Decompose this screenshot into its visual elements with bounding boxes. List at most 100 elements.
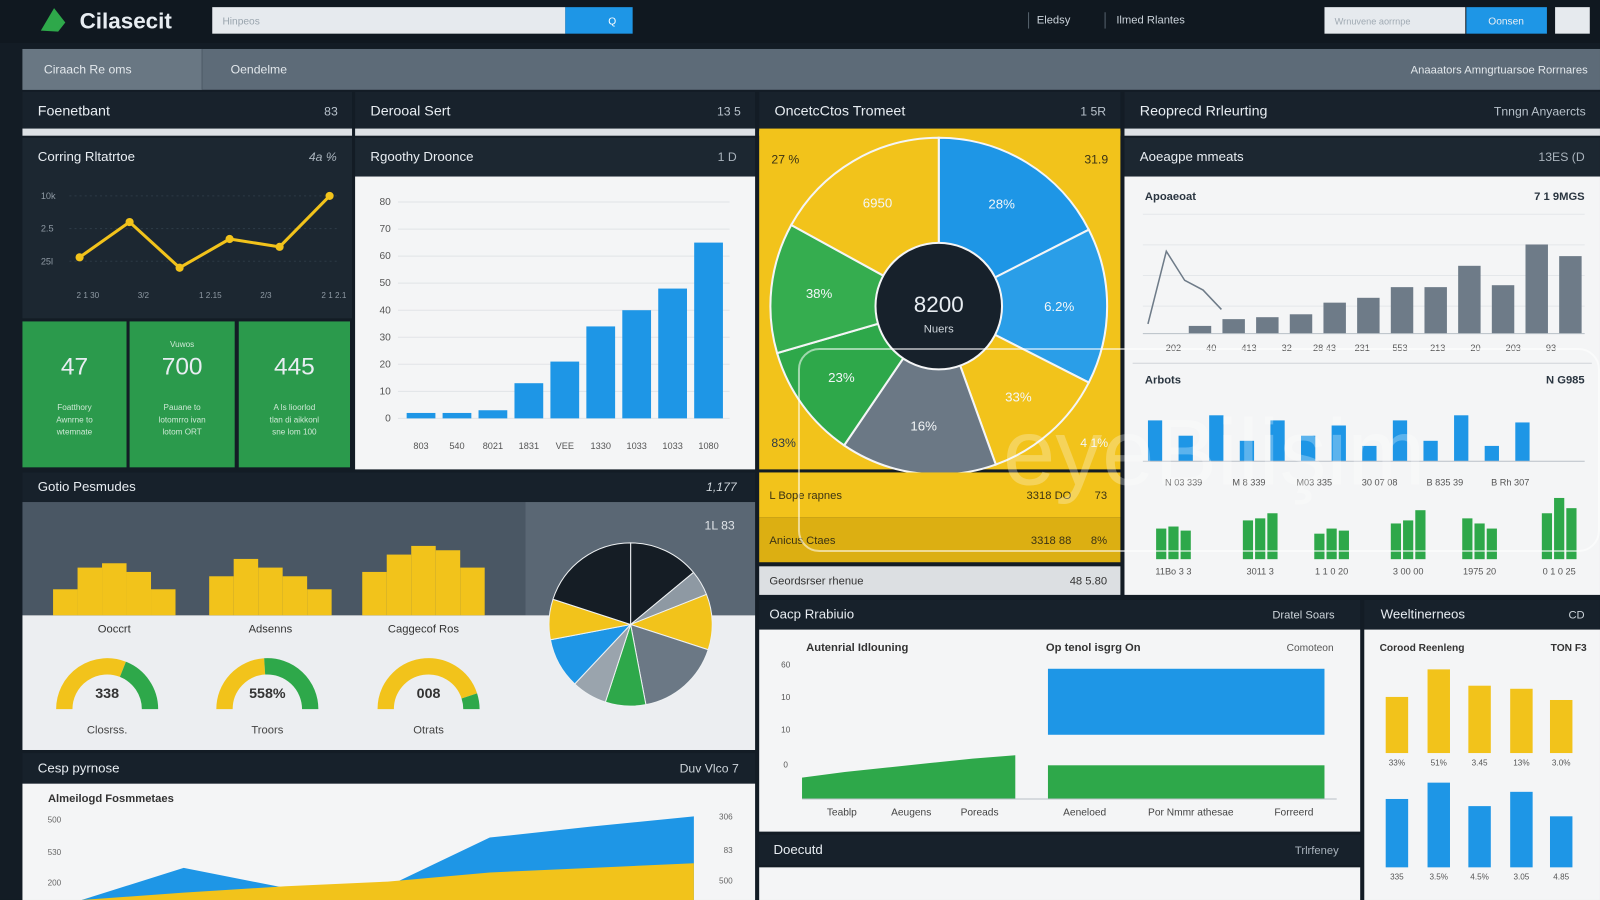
- sub-nav-link[interactable]: Oendelme: [231, 62, 288, 76]
- search-button[interactable]: [565, 7, 633, 34]
- section-strip: [1124, 128, 1600, 136]
- bar: [1458, 265, 1481, 334]
- panel-title: Rgoothy Droonce: [370, 149, 473, 164]
- x-tick-label: 8021: [483, 441, 503, 451]
- bar-label: 3.05: [1513, 873, 1529, 882]
- bar: [1427, 782, 1450, 868]
- bar: [694, 242, 723, 419]
- corner-label: 4 1%: [1080, 436, 1108, 450]
- kpi-caption: lotomrro ivan: [159, 415, 206, 424]
- bar: [1209, 415, 1224, 462]
- bar-label: 13%: [1513, 758, 1529, 767]
- bar: [233, 558, 259, 616]
- icon-button[interactable]: [1555, 7, 1590, 34]
- bar: [1423, 440, 1438, 462]
- sub-nav-item[interactable]: [22, 48, 203, 90]
- kpi-caption: sne lom 100: [272, 428, 317, 437]
- bar: [478, 410, 508, 419]
- pie-slice: [629, 623, 709, 706]
- x-tick-label: M 8 339: [1232, 478, 1265, 488]
- bar: [1289, 314, 1313, 334]
- input[interactable]: [1324, 7, 1466, 34]
- section-strip: [22, 128, 353, 136]
- y-tick-label: 500: [48, 815, 62, 824]
- search-box[interactable]: [212, 7, 566, 34]
- button-label: Oonsen: [1488, 16, 1524, 27]
- bar: [1156, 528, 1167, 560]
- nav-link[interactable]: Ilmed Rlantes: [1116, 14, 1185, 26]
- bar: [1255, 518, 1266, 560]
- gauge-fill: [216, 658, 266, 710]
- sub-nav-link[interactable]: Anaaators Amngrtuarsoe Rorrnares: [1411, 64, 1588, 76]
- bar: [1239, 440, 1255, 462]
- panel-value: CD: [1568, 609, 1584, 621]
- chart-value: N G985: [1546, 375, 1585, 387]
- row-value: 3318 88: [1031, 535, 1072, 547]
- row-value: 73: [1095, 490, 1107, 502]
- bar: [550, 361, 580, 419]
- watermark-frame: [797, 347, 1600, 553]
- bar: [362, 571, 387, 616]
- bar: [1510, 791, 1533, 868]
- search-icon: Q: [608, 16, 616, 27]
- group-label: Adsenns: [249, 624, 293, 636]
- panel-title: Doecutd: [773, 842, 822, 857]
- bar: [1427, 669, 1450, 754]
- bar: [1484, 445, 1499, 462]
- y-tick-label: 50: [379, 278, 391, 289]
- bar-label: 335: [1390, 873, 1404, 882]
- bar: [1385, 798, 1409, 868]
- panel-value: 13ES (D: [1538, 150, 1584, 164]
- y-tick-label: 25l: [41, 256, 53, 266]
- bar-label: 3.45: [1472, 758, 1488, 767]
- section-header: [1124, 91, 1600, 129]
- y-tick-label: 10k: [41, 191, 56, 201]
- bar: [1188, 325, 1212, 334]
- nav-link[interactable]: Eledsy: [1037, 14, 1071, 26]
- bar: [1541, 513, 1553, 560]
- x-tick-label: 1330: [591, 441, 611, 451]
- x-tick-label: B Rh 307: [1491, 478, 1529, 488]
- kpi-caption: Foatthory: [57, 403, 92, 412]
- section-title: OncetcCtos Tromeet: [774, 103, 905, 119]
- pie-label: 1L 83: [705, 519, 735, 533]
- bar: [1525, 244, 1548, 334]
- y-tick-label: 2.5: [41, 224, 54, 234]
- bar: [1338, 530, 1349, 560]
- y2-tick-label: 83: [724, 846, 734, 855]
- x-tick-label: 540: [449, 441, 464, 451]
- chart-title: Corood Reenleng: [1380, 643, 1465, 654]
- table-row: [759, 566, 1121, 595]
- chart-title: Comoteon: [1287, 643, 1334, 654]
- bar: [1468, 685, 1491, 754]
- bar: [1468, 806, 1491, 868]
- pie-center-value: 8200: [914, 292, 964, 317]
- bar: [1147, 420, 1163, 462]
- sub-nav-link[interactable]: Ciraach Re oms: [44, 62, 132, 76]
- input-placeholder: Wrnuvene aorrnpe: [1335, 16, 1411, 26]
- button[interactable]: [1466, 7, 1547, 34]
- trend-point: [175, 263, 184, 272]
- x-tick-label: 1080: [698, 441, 718, 451]
- bar-label: 3.5%: [1429, 873, 1448, 882]
- section-value: 83: [324, 104, 338, 118]
- panel-title: Corring Rltatrtoe: [38, 149, 135, 164]
- chart-title: Arbots: [1145, 375, 1181, 387]
- bar: [1392, 420, 1408, 462]
- section-value: 1 5R: [1080, 104, 1106, 118]
- bar: [514, 383, 544, 419]
- kpi-card: [22, 321, 127, 468]
- bar: [1326, 528, 1337, 560]
- logo: [40, 8, 66, 32]
- y-tick-label: 10: [781, 726, 791, 735]
- area-header: [22, 753, 756, 784]
- bar: [1554, 497, 1565, 560]
- y-tick-label: 0: [385, 413, 391, 424]
- trend-point: [275, 242, 284, 251]
- x-tick-label: 2 1 30: [77, 291, 100, 300]
- bar: [460, 567, 485, 616]
- x-tick-label: N 03 339: [1165, 478, 1202, 488]
- brand: Cilasecit: [80, 9, 173, 34]
- slice-label: 28%: [988, 197, 1015, 212]
- x-tick-label: 1 1 0 20: [1315, 566, 1348, 576]
